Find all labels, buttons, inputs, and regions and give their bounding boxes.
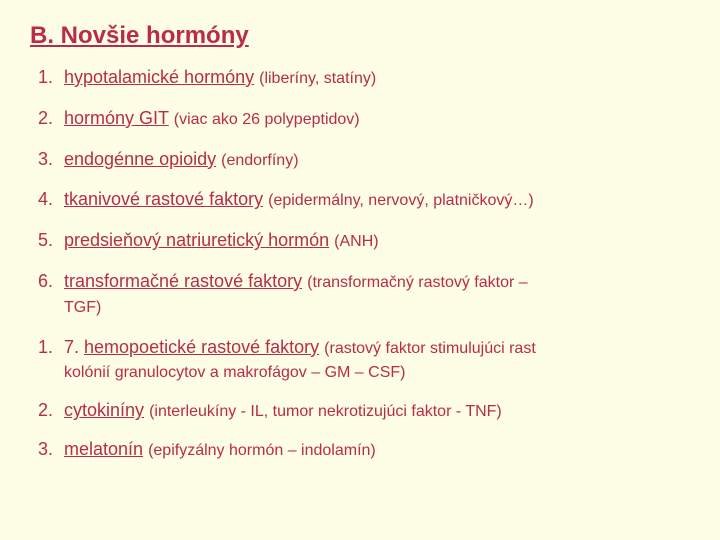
list-item: tkanivové rastové faktory (epidermálny, … <box>58 188 690 212</box>
list-item: hypotalamické hormóny (liberíny, statíny… <box>58 66 690 90</box>
paren: (transformačný rastový faktor – <box>307 274 528 291</box>
paren: (liberíny, statíny) <box>259 70 376 87</box>
list-item: endogénne opioidy (endorfíny) <box>58 148 690 172</box>
paren: (epidermálny, nervový, platničkový…) <box>268 192 534 209</box>
continuation: TGF) <box>64 298 690 319</box>
paren: (rastový faktor stimulujúci rast <box>324 340 536 357</box>
term: melatonín <box>64 439 143 459</box>
term: hemopoetické rastové faktory <box>84 337 319 357</box>
term: hypotalamické hormóny <box>64 67 254 87</box>
paren: (epifyzálny hormón – indolamín) <box>148 442 376 459</box>
section-title: B. Novšie hormóny <box>30 22 690 50</box>
term: tkanivové rastové faktory <box>64 189 263 209</box>
list-item: predsieňový natriuretický hormón (ANH) <box>58 229 690 253</box>
list-item: melatonín (epifyzálny hormón – indolamín… <box>58 438 690 462</box>
prefix: 7. <box>64 337 84 357</box>
term: hormóny GIT <box>64 108 169 128</box>
paren: (ANH) <box>334 233 378 250</box>
paren: (viac ako 26 polypeptidov) <box>174 111 360 128</box>
paren: (interleukíny - IL, tumor nekrotizujúci … <box>149 403 502 420</box>
list-item: transformačné rastové faktory (transform… <box>58 270 690 319</box>
list-item: cytokiníny (interleukíny - IL, tumor nek… <box>58 399 690 423</box>
list-item: hormóny GIT (viac ako 26 polypeptidov) <box>58 107 690 131</box>
term: transformačné rastové faktory <box>64 271 302 291</box>
term: endogénne opioidy <box>64 149 216 169</box>
list-item: 7. hemopoetické rastové faktory (rastový… <box>58 336 690 385</box>
term: cytokiníny <box>64 400 144 420</box>
hormone-list-secondary: 7. hemopoetické rastové faktory (rastový… <box>30 336 690 462</box>
term: predsieňový natriuretický hormón <box>64 230 329 250</box>
hormone-list-primary: hypotalamické hormóny (liberíny, statíny… <box>30 66 690 319</box>
continuation: kolónií granulocytov a makrofágov – GM –… <box>64 363 690 384</box>
paren: (endorfíny) <box>221 152 298 169</box>
